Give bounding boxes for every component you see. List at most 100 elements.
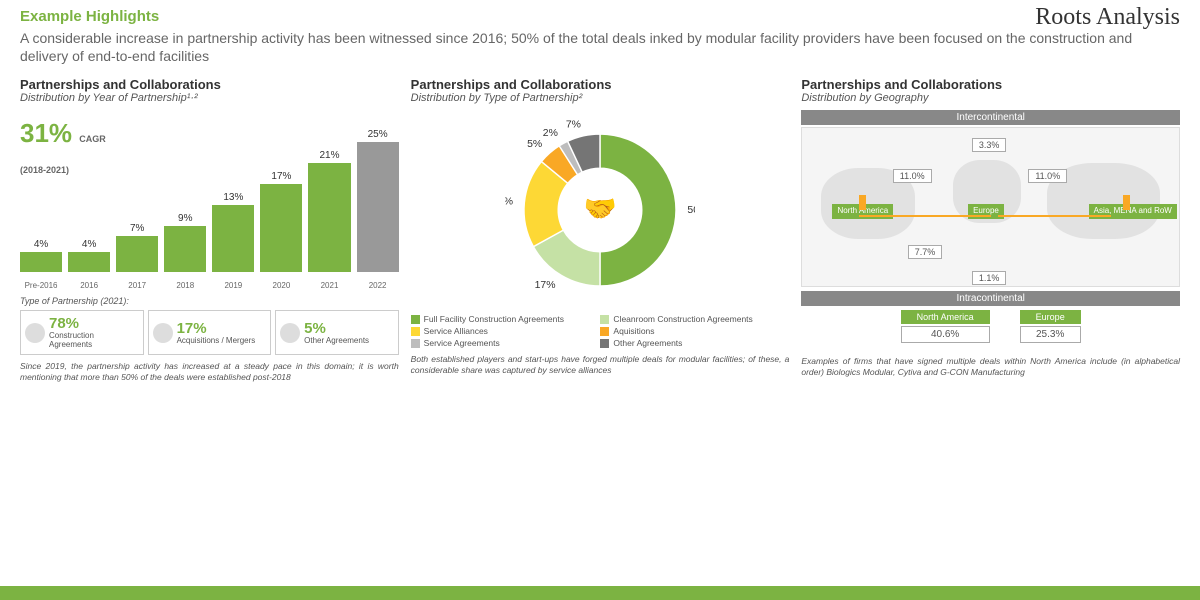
geo-percentage-label: 1.1% <box>972 271 1007 285</box>
bar-value-label: 13% <box>223 192 243 203</box>
legend-item: Cleanroom Construction Agreements <box>600 314 782 324</box>
bar-category: 2017 <box>116 281 158 290</box>
bar-category: 2018 <box>164 281 206 290</box>
panel2-title: Partnerships and Collaborations <box>411 77 790 92</box>
bar-category: 2020 <box>260 281 302 290</box>
panel2-subtitle: Distribution by Type of Partnership² <box>411 92 790 104</box>
geo-percentage-label: 7.7% <box>908 245 943 259</box>
bar <box>357 142 399 272</box>
panel3-title: Partnerships and Collaborations <box>801 77 1180 92</box>
geo-percentage-label: 11.0% <box>1028 169 1067 183</box>
panel1-footnote: Since 2019, the partnership activity has… <box>20 361 399 382</box>
bar-category: 2019 <box>212 281 254 290</box>
donut-legend: Full Facility Construction Agreements Cle… <box>411 314 790 348</box>
geo-percentage-label: 11.0% <box>893 169 932 183</box>
type-boxes: 78%Construction Agreements17%Acquisition… <box>20 310 399 355</box>
legend-item: Other Agreements <box>600 338 782 348</box>
panel-geography: Partnerships and Collaborations Distribu… <box>801 77 1180 382</box>
legend-swatch <box>411 327 420 336</box>
bar <box>116 236 158 272</box>
bar-value-label: 7% <box>130 223 144 234</box>
legend-label: Full Facility Construction Agreements <box>424 314 564 324</box>
intracontinental-header: Intracontinental <box>801 291 1180 306</box>
bar-value-label: 4% <box>82 239 96 250</box>
bar-value-label: 9% <box>178 213 192 224</box>
legend-label: Service Alliances <box>424 326 488 336</box>
legend-swatch <box>600 327 609 336</box>
donut-slice-label: 5% <box>527 140 542 151</box>
legend-swatch <box>600 339 609 348</box>
legend-item: Service Alliances <box>411 326 593 336</box>
type-box-label: Acquisitions / Mergers <box>177 337 256 346</box>
type-partnership-header: Type of Partnership (2021): <box>20 296 399 306</box>
donut-chart: 50% 17% 19% 5%2% 7% 🤝 <box>411 110 790 310</box>
bar-category: 2016 <box>68 281 110 290</box>
intra-region-box: Europe 25.3% <box>1020 310 1081 343</box>
panel-type: Partnerships and Collaborations Distribu… <box>411 77 790 382</box>
bar-category: 2022 <box>357 281 399 290</box>
bar <box>212 205 254 273</box>
panel3-subtitle: Distribution by Geography <box>801 92 1180 104</box>
donut-slice-label: 50% <box>687 205 695 216</box>
panel2-footnote: Both established players and start-ups h… <box>411 354 790 375</box>
legend-label: Cleanroom Construction Agreements <box>613 314 752 324</box>
legend-item: Full Facility Construction Agreements <box>411 314 593 324</box>
donut-slice-label: 2% <box>543 129 558 140</box>
bar <box>260 184 302 272</box>
panel1-title: Partnerships and Collaborations <box>20 77 399 92</box>
legend-swatch <box>411 315 420 324</box>
example-highlights-label: Example Highlights <box>20 8 1180 25</box>
panel-year: Partnerships and Collaborations Distribu… <box>20 77 399 382</box>
legend-label: Service Agreements <box>424 338 500 348</box>
bar <box>68 252 110 273</box>
panel3-footnote: Examples of firms that have signed multi… <box>801 356 1180 377</box>
intra-region-pct: 40.6% <box>901 326 990 343</box>
geo-connector <box>1123 195 1131 210</box>
bar-category: 2021 <box>308 281 350 290</box>
panel1-subtitle: Distribution by Year of Partnership¹·² <box>20 92 399 104</box>
bar-value-label: 17% <box>271 171 291 182</box>
intra-region-name: North America <box>901 310 990 324</box>
bar <box>20 252 62 273</box>
type-box-icon <box>25 323 45 343</box>
type-box-label: Construction Agreements <box>49 332 139 350</box>
legend-label: Aquisitions <box>613 326 654 336</box>
intra-region-pct: 25.3% <box>1020 326 1081 343</box>
type-box-pct: 78% <box>49 315 139 332</box>
header: Example Highlights A considerable increa… <box>0 0 1200 69</box>
intra-region-box: North America 40.6% <box>901 310 990 343</box>
geo-connector <box>998 215 1111 217</box>
type-box-label: Other Agreements <box>304 337 369 346</box>
type-box-icon <box>280 323 300 343</box>
legend-swatch <box>411 339 420 348</box>
legend-item: Service Agreements <box>411 338 593 348</box>
geo-connector <box>859 195 867 210</box>
legend-label: Other Agreements <box>613 338 682 348</box>
bar <box>308 163 350 272</box>
donut-slice-label: 17% <box>535 280 556 291</box>
page-subtitle: A considerable increase in partnership a… <box>20 29 1180 65</box>
logo: Roots Analysis <box>1035 4 1180 31</box>
geo-connector <box>859 215 991 217</box>
intercontinental-header: Intercontinental <box>801 110 1180 125</box>
handshake-icon: 🤝 <box>583 194 616 224</box>
bar-category: Pre-2016 <box>20 281 62 290</box>
geo-map: North AmericaEuropeAsia, MENA and RoW3.3… <box>801 127 1180 287</box>
type-box: 78%Construction Agreements <box>20 310 144 355</box>
bar <box>164 226 206 273</box>
legend-item: Aquisitions <box>600 326 782 336</box>
bar-chart: 31% CAGR(2018-2021) 4%4%7%9%13%17%21%25%… <box>20 110 399 290</box>
type-box: 17%Acquisitions / Mergers <box>148 310 272 355</box>
bottom-accent-bar <box>0 586 1200 600</box>
bar-value-label: 4% <box>34 239 48 250</box>
donut-slice-label: 19% <box>505 197 513 208</box>
geo-percentage-label: 3.3% <box>972 138 1007 152</box>
type-box-pct: 17% <box>177 320 256 337</box>
intra-region-name: Europe <box>1020 310 1081 324</box>
type-box: 5%Other Agreements <box>275 310 399 355</box>
type-box-icon <box>153 323 173 343</box>
legend-swatch <box>600 315 609 324</box>
bar-value-label: 25% <box>368 129 388 140</box>
bar-value-label: 21% <box>320 150 340 161</box>
donut-slice-label: 7% <box>566 120 581 131</box>
